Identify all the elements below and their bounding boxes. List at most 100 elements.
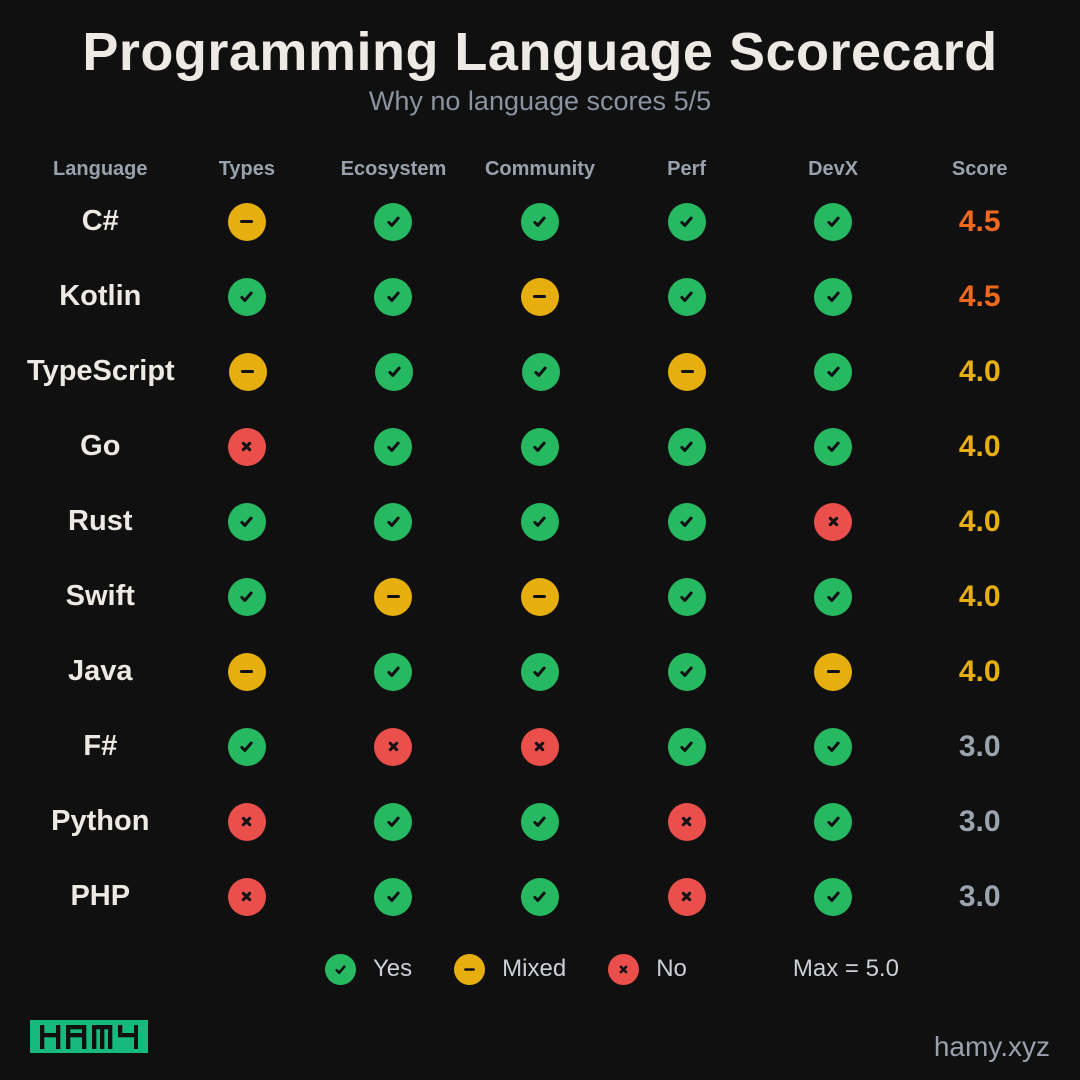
rating-cell-types (174, 877, 321, 916)
table-row: Python 3.0 (27, 784, 1053, 859)
x-icon (667, 802, 706, 841)
rating-cell-perf (613, 577, 760, 616)
language-label: Kotlin (59, 280, 142, 312)
check-icon (814, 802, 853, 841)
dash-icon (454, 953, 486, 985)
check-icon (227, 577, 266, 616)
table-row: Go 4.0 (27, 409, 1053, 484)
score-value: 4.0 (958, 654, 1001, 688)
column-header-devx: DevX (808, 157, 859, 180)
rating-cell-devx (760, 277, 907, 316)
check-icon (520, 802, 559, 841)
legend: Yes Mixed No Max = 5.0 (325, 946, 899, 992)
rating-cell-devx (760, 352, 906, 391)
table-row: F# 3.0 (27, 709, 1053, 784)
score-value: 4.0 (958, 579, 1001, 613)
language-label: Java (68, 655, 133, 687)
check-icon (814, 577, 853, 616)
dash-icon (668, 352, 707, 391)
table-row: Java 4.0 (27, 634, 1053, 709)
check-icon (521, 352, 560, 391)
x-icon (520, 727, 559, 766)
rating-cell-ecosystem (320, 502, 467, 541)
rating-cell-devx (760, 877, 907, 916)
rating-cell-devx (760, 502, 907, 541)
rating-cell-community (467, 352, 613, 391)
check-icon (814, 352, 853, 391)
legend-label: Mixed (502, 955, 567, 982)
rating-cell-ecosystem (320, 427, 467, 466)
check-icon (374, 277, 413, 316)
rating-cell-perf (613, 877, 760, 916)
check-icon (814, 727, 853, 766)
language-label: Python (51, 805, 150, 837)
check-icon (667, 427, 706, 466)
rating-cell-perf (613, 502, 760, 541)
rating-cell-perf (613, 802, 760, 841)
x-icon (667, 877, 706, 916)
check-icon (667, 502, 706, 541)
check-icon (520, 427, 559, 466)
rating-cell-perf (613, 427, 760, 466)
x-icon (227, 427, 266, 466)
rating-cell-community (467, 577, 614, 616)
check-icon (814, 277, 853, 316)
legend-item-mixed: Mixed (454, 953, 567, 985)
rating-cell-types (174, 277, 321, 316)
dash-icon (520, 577, 559, 616)
check-icon (520, 202, 559, 241)
rating-cell-types (174, 652, 321, 691)
rating-cell-types (174, 202, 321, 241)
check-icon (520, 502, 559, 541)
rating-cell-devx (760, 652, 907, 691)
check-icon (374, 502, 413, 541)
rating-cell-community (467, 802, 614, 841)
rating-cell-ecosystem (320, 652, 467, 691)
rating-cell-devx (760, 427, 907, 466)
rating-cell-types (174, 502, 321, 541)
score-value: 4.0 (958, 354, 1001, 388)
language-label: Swift (65, 580, 135, 612)
hamy-logo-text (40, 1025, 138, 1049)
check-icon (814, 877, 853, 916)
column-header-language: Language (53, 157, 148, 180)
dash-icon (227, 652, 266, 691)
check-icon (374, 202, 413, 241)
check-icon (520, 877, 559, 916)
rating-cell-types (174, 577, 321, 616)
rating-cell-community (467, 277, 614, 316)
legend-label: Yes (373, 955, 413, 982)
rating-cell-perf (613, 202, 760, 241)
rating-cell-perf (613, 277, 760, 316)
rating-cell-types (174, 427, 321, 466)
language-label: Go (80, 430, 121, 462)
rating-cell-ecosystem (320, 202, 467, 241)
page-subtitle: Why no language scores 5/5 (368, 86, 712, 116)
dash-icon (227, 202, 266, 241)
dash-icon (228, 352, 267, 391)
table-row: Swift 4.0 (27, 559, 1053, 634)
rating-cell-community (467, 727, 614, 766)
score-value: 3.0 (958, 879, 1001, 913)
rating-cell-perf (614, 352, 760, 391)
rating-cell-community (467, 877, 614, 916)
check-icon (374, 427, 413, 466)
table-row: C# 4.5 (27, 184, 1053, 259)
rating-cell-devx (760, 577, 907, 616)
check-icon (814, 202, 853, 241)
language-label: TypeScript (27, 355, 175, 387)
check-icon (227, 277, 266, 316)
rating-cell-perf (613, 727, 760, 766)
x-icon (814, 502, 853, 541)
check-icon (227, 502, 266, 541)
check-icon (667, 652, 706, 691)
rating-cell-types (174, 802, 321, 841)
language-label: F# (83, 730, 118, 762)
check-icon (374, 802, 413, 841)
rating-cell-perf (613, 652, 760, 691)
rating-cell-devx (760, 727, 907, 766)
rating-cell-devx (760, 202, 907, 241)
rating-cell-types (174, 727, 321, 766)
score-value: 3.0 (958, 729, 1001, 763)
check-icon (374, 652, 413, 691)
